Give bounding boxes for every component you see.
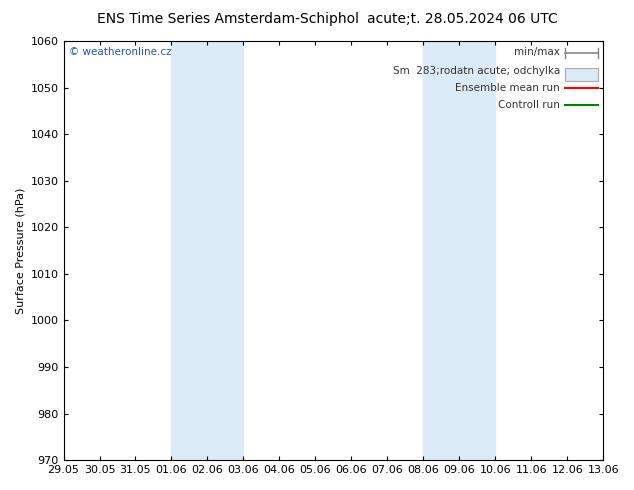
Text: © weatheronline.cz: © weatheronline.cz (69, 48, 172, 57)
Text: ENS Time Series Amsterdam-Schiphol: ENS Time Series Amsterdam-Schiphol (97, 12, 359, 26)
Text: Sm  283;rodatn acute; odchylka: Sm 283;rodatn acute; odchylka (393, 66, 560, 76)
Text: min/max: min/max (514, 48, 560, 57)
Bar (424, 41, 495, 460)
Text: acute;t. 28.05.2024 06 UTC: acute;t. 28.05.2024 06 UTC (368, 12, 558, 26)
Text: Controll run: Controll run (498, 100, 560, 110)
Text: Ensemble mean run: Ensemble mean run (455, 83, 560, 93)
Bar (566, 68, 598, 81)
Y-axis label: Surface Pressure (hPa): Surface Pressure (hPa) (15, 187, 25, 314)
Bar (171, 41, 243, 460)
